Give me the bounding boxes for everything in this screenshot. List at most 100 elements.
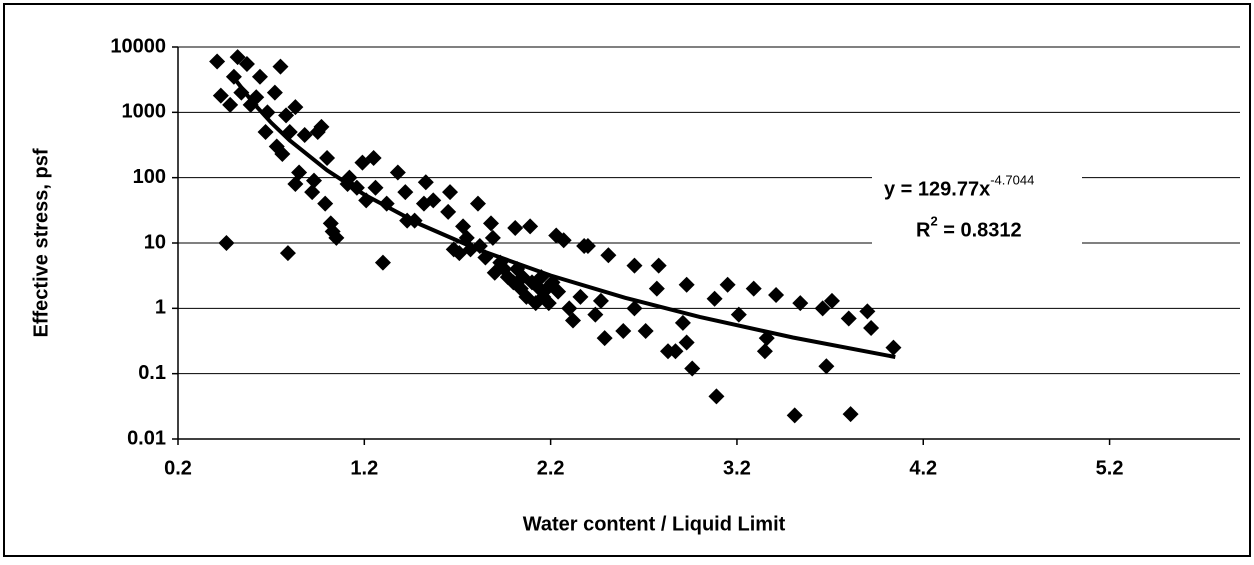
r-squared-value: = 0.8312: [938, 219, 1022, 241]
data-point: [792, 295, 809, 312]
equation-exponent: -4.7044: [990, 172, 1034, 187]
data-point: [564, 312, 581, 329]
data-point: [279, 245, 296, 262]
data-point: [684, 360, 701, 377]
data-point: [863, 320, 880, 337]
x-tick-label: 3.2: [723, 457, 751, 479]
data-point: [229, 49, 246, 66]
data-point: [212, 87, 229, 104]
data-point: [626, 257, 643, 274]
x-axis-title: Water content / Liquid Limit: [523, 513, 786, 535]
data-point: [814, 300, 831, 317]
data-point: [579, 237, 596, 254]
data-point: [885, 339, 902, 356]
data-point: [561, 300, 578, 317]
data-point: [272, 58, 289, 75]
data-point: [859, 303, 876, 320]
data-point: [317, 195, 334, 212]
data-point: [257, 124, 274, 141]
data-point: [674, 314, 691, 331]
x-tick-label: 5.2: [1096, 457, 1124, 479]
data-point: [667, 343, 684, 360]
data-point: [367, 179, 384, 196]
data-point: [650, 257, 667, 274]
chart-border: [3, 3, 1251, 557]
data-point: [507, 219, 524, 236]
data-point: [730, 306, 747, 323]
data-point: [484, 229, 501, 246]
data-point: [397, 184, 414, 201]
data-point: [328, 229, 345, 246]
data-point: [637, 322, 654, 339]
data-point: [274, 146, 291, 163]
x-tick-label: 2.2: [537, 457, 565, 479]
data-point: [313, 118, 330, 135]
data-point: [238, 55, 255, 72]
data-point: [222, 96, 239, 113]
data-point: [678, 276, 695, 293]
data-point: [304, 184, 321, 201]
data-point: [587, 306, 604, 323]
data-point: [306, 172, 323, 189]
data-point: [818, 358, 835, 375]
data-point: [291, 164, 308, 181]
x-tick-label: 4.2: [909, 457, 937, 479]
data-point: [706, 290, 723, 307]
data-point: [389, 164, 406, 181]
data-point: [550, 283, 567, 300]
data-point: [768, 286, 785, 303]
data-point: [266, 84, 283, 101]
r-squared-superscript: 2: [930, 213, 937, 228]
r-squared: R: [916, 219, 931, 241]
data-point: [296, 126, 313, 143]
data-point: [555, 232, 572, 249]
data-point: [842, 406, 859, 423]
y-axis-title: Effective stress, psf: [30, 148, 52, 337]
y-tick-label: 0.1: [138, 362, 166, 384]
data-point: [596, 330, 613, 347]
data-point: [425, 192, 442, 209]
data-point: [786, 407, 803, 424]
data-point: [469, 195, 486, 212]
trendline: [232, 76, 896, 359]
data-point: [442, 184, 459, 201]
data-point: [483, 215, 500, 232]
data-point: [615, 322, 632, 339]
data-point: [678, 334, 695, 351]
y-tick-label: 0.01: [127, 427, 166, 449]
data-point: [209, 53, 226, 70]
data-point: [440, 203, 457, 220]
data-point: [251, 68, 268, 85]
data-point: [719, 276, 736, 293]
data-point: [823, 292, 840, 309]
data-point: [417, 174, 434, 191]
equation-box: [872, 168, 1082, 248]
y-tick-label: 100: [133, 166, 166, 188]
equation: y = 129.77x: [884, 178, 990, 200]
data-point: [287, 99, 304, 116]
data-point: [626, 300, 643, 317]
data-point: [522, 218, 539, 235]
data-point: [233, 84, 250, 101]
data-point: [648, 280, 665, 297]
data-point: [708, 388, 725, 405]
data-point: [278, 107, 295, 124]
data-point: [840, 310, 857, 327]
data-point: [319, 149, 336, 166]
y-tick-label: 10: [144, 231, 166, 253]
data-point: [374, 254, 391, 271]
data-point: [756, 343, 773, 360]
y-tick-label: 10000: [110, 35, 166, 57]
y-tick-label: 1: [155, 297, 166, 319]
x-tick-label: 0.2: [164, 457, 192, 479]
data-point: [365, 149, 382, 166]
x-tick-label: 1.2: [350, 457, 378, 479]
data-point: [745, 280, 762, 297]
data-point: [600, 247, 617, 264]
y-tick-label: 1000: [122, 101, 167, 123]
data-point: [592, 292, 609, 309]
data-point: [572, 288, 589, 305]
data-point: [540, 295, 557, 312]
data-point: [218, 235, 235, 251]
